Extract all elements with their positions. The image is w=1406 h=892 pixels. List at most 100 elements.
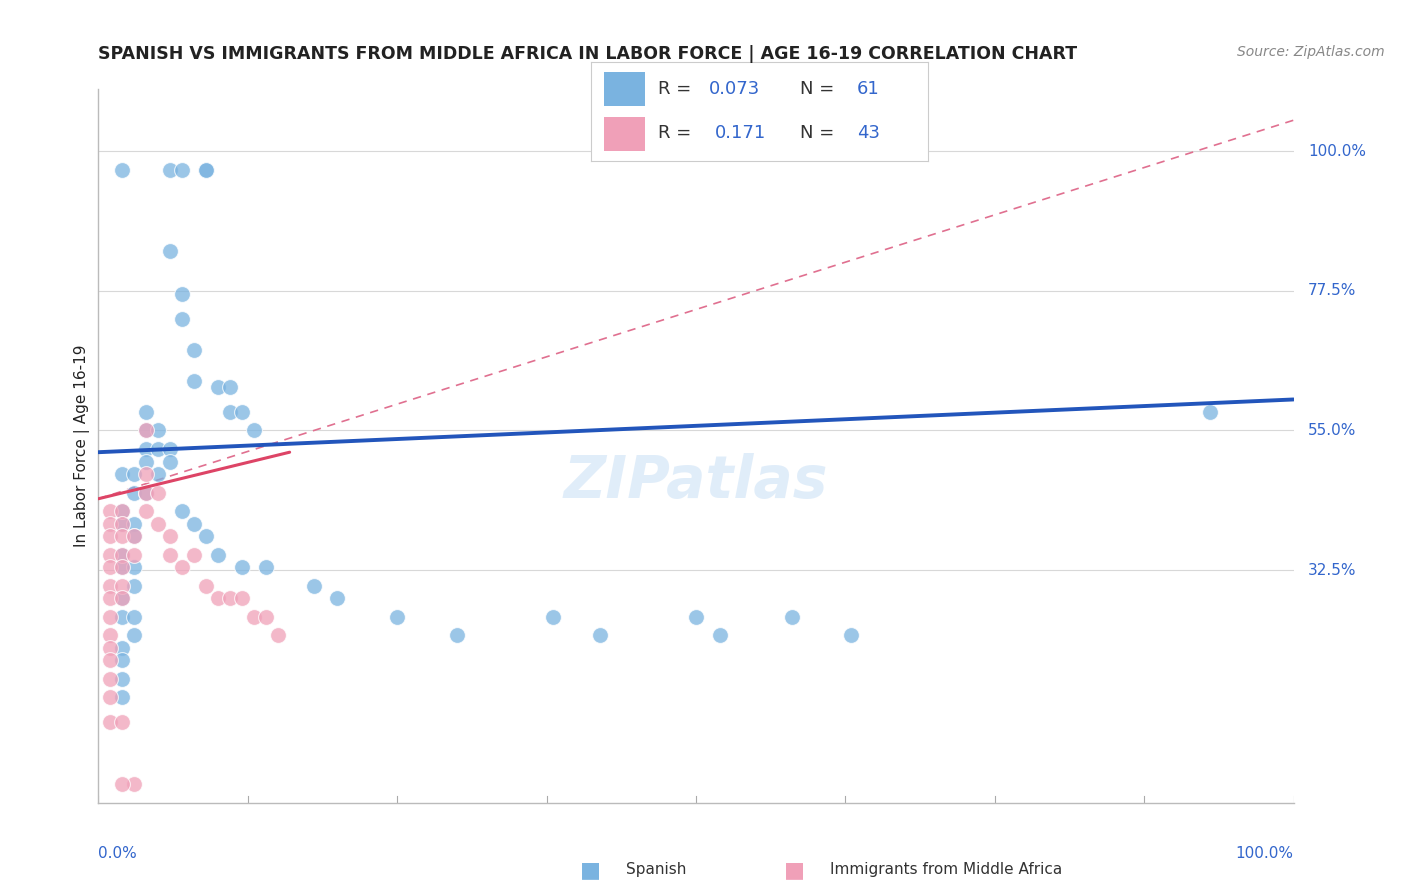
Point xyxy=(243,609,266,624)
Point xyxy=(1198,405,1220,419)
Point xyxy=(326,591,349,605)
Point xyxy=(111,548,134,562)
Point xyxy=(111,548,134,562)
Point xyxy=(124,485,146,500)
Point xyxy=(385,609,409,624)
Point xyxy=(111,591,134,605)
Point xyxy=(446,628,468,642)
Point xyxy=(135,454,157,468)
Point xyxy=(159,529,181,543)
Point xyxy=(267,628,290,642)
Point xyxy=(111,653,134,667)
Point xyxy=(194,529,217,543)
Point xyxy=(135,485,157,500)
Point xyxy=(839,628,862,642)
Point xyxy=(98,715,122,730)
Point xyxy=(111,640,134,655)
Point xyxy=(219,591,242,605)
Point xyxy=(183,548,205,562)
Point xyxy=(98,609,122,624)
Point xyxy=(685,609,707,624)
Point xyxy=(148,485,170,500)
Point xyxy=(135,504,157,518)
Point xyxy=(124,579,146,593)
Point xyxy=(254,560,277,574)
Point xyxy=(98,653,122,667)
Point xyxy=(148,516,170,531)
Point xyxy=(111,504,134,518)
Point xyxy=(111,516,134,531)
Point xyxy=(98,591,122,605)
Point xyxy=(111,672,134,686)
Point xyxy=(183,516,205,531)
Point xyxy=(194,162,217,177)
Point xyxy=(183,343,205,357)
Point xyxy=(172,162,194,177)
Point xyxy=(159,548,181,562)
Point xyxy=(194,162,217,177)
Point xyxy=(207,548,229,562)
Text: ZIPatlas: ZIPatlas xyxy=(564,453,828,510)
Point xyxy=(111,690,134,705)
Point xyxy=(194,579,217,593)
Point xyxy=(589,628,612,642)
Point xyxy=(231,591,253,605)
Point xyxy=(135,405,157,419)
Point xyxy=(111,560,134,574)
Text: R =: R = xyxy=(658,80,697,98)
Point xyxy=(98,548,122,562)
Point xyxy=(780,609,803,624)
Point xyxy=(148,467,170,481)
Point xyxy=(124,777,146,791)
Point xyxy=(124,529,146,543)
Point xyxy=(207,591,229,605)
Point xyxy=(231,560,253,574)
Point xyxy=(111,162,134,177)
Point xyxy=(135,485,157,500)
Point xyxy=(172,560,194,574)
Point xyxy=(541,609,564,624)
Bar xyxy=(605,118,644,151)
Text: ■: ■ xyxy=(581,860,600,880)
Point xyxy=(172,311,194,326)
Text: 0.171: 0.171 xyxy=(716,124,766,142)
Text: Spanish: Spanish xyxy=(626,863,686,877)
Point xyxy=(98,690,122,705)
Text: N =: N = xyxy=(800,80,839,98)
Point xyxy=(135,467,157,481)
Point xyxy=(111,591,134,605)
Bar xyxy=(605,72,644,105)
Point xyxy=(124,467,146,481)
Point xyxy=(231,405,253,419)
Text: 77.5%: 77.5% xyxy=(1308,284,1357,298)
Point xyxy=(111,504,134,518)
Point xyxy=(111,560,134,574)
Point xyxy=(148,442,170,456)
Point xyxy=(98,579,122,593)
Point xyxy=(172,504,194,518)
Text: 32.5%: 32.5% xyxy=(1308,563,1357,578)
Text: 55.0%: 55.0% xyxy=(1308,423,1357,438)
Text: SPANISH VS IMMIGRANTS FROM MIDDLE AFRICA IN LABOR FORCE | AGE 16-19 CORRELATION : SPANISH VS IMMIGRANTS FROM MIDDLE AFRICA… xyxy=(98,45,1077,62)
Text: 0.073: 0.073 xyxy=(709,80,759,98)
Point xyxy=(159,454,181,468)
Point xyxy=(98,560,122,574)
Point xyxy=(111,516,134,531)
Point xyxy=(159,442,181,456)
Point xyxy=(709,628,731,642)
Point xyxy=(111,529,134,543)
Point xyxy=(111,777,134,791)
Text: 61: 61 xyxy=(858,80,880,98)
Point xyxy=(98,640,122,655)
Point xyxy=(98,504,122,518)
Point xyxy=(98,628,122,642)
Point xyxy=(124,529,146,543)
Point xyxy=(172,287,194,301)
Text: 43: 43 xyxy=(858,124,880,142)
Point xyxy=(219,405,242,419)
Point xyxy=(159,244,181,258)
Y-axis label: In Labor Force | Age 16-19: In Labor Force | Age 16-19 xyxy=(75,344,90,548)
Point xyxy=(98,672,122,686)
Text: 100.0%: 100.0% xyxy=(1236,846,1294,861)
Point xyxy=(124,516,146,531)
